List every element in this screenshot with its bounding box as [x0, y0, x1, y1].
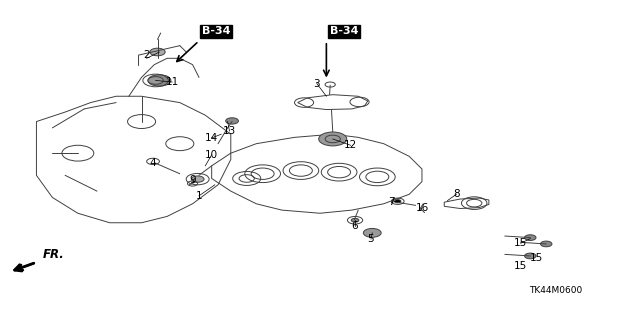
Text: 12: 12: [344, 140, 357, 150]
Text: 8: 8: [453, 189, 460, 199]
Circle shape: [148, 75, 171, 86]
Circle shape: [525, 253, 536, 259]
Circle shape: [364, 228, 381, 237]
Text: 6: 6: [352, 221, 358, 231]
Text: TK44M0600: TK44M0600: [529, 286, 582, 295]
Circle shape: [525, 235, 536, 241]
Text: B-34: B-34: [202, 26, 230, 36]
Circle shape: [319, 132, 347, 146]
Text: 16: 16: [415, 203, 429, 212]
Text: 5: 5: [367, 234, 374, 244]
Text: 15: 15: [514, 261, 527, 271]
Circle shape: [394, 200, 401, 203]
Text: 7: 7: [388, 197, 395, 207]
Circle shape: [148, 77, 163, 84]
Text: 2: 2: [143, 50, 150, 60]
Text: 10: 10: [205, 150, 218, 160]
Text: 13: 13: [223, 126, 236, 136]
Circle shape: [540, 241, 552, 247]
Text: 3: 3: [314, 78, 320, 89]
Text: 11: 11: [166, 77, 179, 87]
Text: B-34: B-34: [330, 26, 358, 36]
Circle shape: [351, 218, 359, 222]
Circle shape: [150, 48, 165, 56]
Circle shape: [191, 176, 204, 182]
Text: 14: 14: [205, 133, 218, 143]
Text: 15: 15: [530, 253, 543, 263]
Text: 4: 4: [150, 158, 156, 168]
Text: 15: 15: [514, 238, 527, 248]
Text: 1: 1: [196, 191, 202, 201]
Text: 9: 9: [189, 175, 196, 185]
Circle shape: [226, 118, 239, 124]
Text: FR.: FR.: [43, 248, 65, 261]
